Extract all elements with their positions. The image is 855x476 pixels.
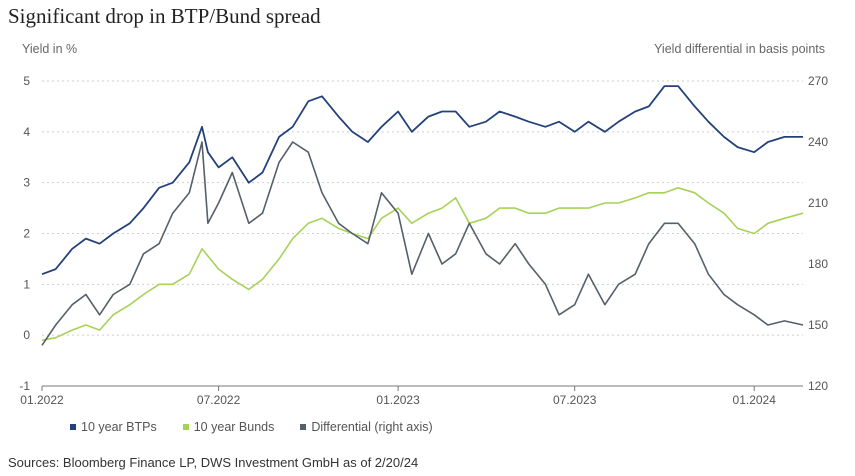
legend-item-btp: 10 year BTPs <box>70 420 157 434</box>
x-tick-label: 07.2022 <box>197 393 241 407</box>
x-tick-label: 07.2023 <box>553 393 597 407</box>
y2-tick-label: 270 <box>808 74 828 88</box>
series-lines <box>41 85 804 346</box>
legend-label-bund: 10 year Bunds <box>193 420 275 434</box>
y-tick-label: 3 <box>23 176 30 190</box>
y2-tick-label: 120 <box>808 379 828 393</box>
y-tick-label: 4 <box>23 125 30 139</box>
y2-tick-label: 180 <box>808 257 828 271</box>
legend-swatch-btp <box>70 424 76 430</box>
y-tick-label: 2 <box>23 227 30 241</box>
x-tick-label: 01.2022 <box>20 393 64 407</box>
y-tick-label: -1 <box>19 379 30 393</box>
left-axis-label: Yield in % <box>22 42 78 56</box>
legend-item-diff: Differential (right axis) <box>300 420 433 434</box>
axes: -1 0 1 2 3 4 5 120 150 180 210 240 270 01.2022 07.2022… <box>19 74 828 407</box>
x-tick-label: 01.2024 <box>733 393 777 407</box>
legend-label-diff: Differential (right axis) <box>311 420 433 434</box>
source-note: Sources: Bloomberg Finance LP, DWS Inves… <box>8 455 419 470</box>
y2-tick-label: 240 <box>808 135 828 149</box>
y-tick-label: 0 <box>23 328 30 342</box>
series-line-differential <box>41 141 804 346</box>
series-line-btp <box>41 85 803 276</box>
right-axis-label: Yield differential in basis points <box>654 42 825 56</box>
y-tick-label: 1 <box>23 277 30 291</box>
legend-item-bund: 10 year Bunds <box>182 420 275 434</box>
y-tick-label: 5 <box>23 74 30 88</box>
legend: 10 year BTPs 10 year Bunds Differential … <box>70 420 433 434</box>
series-line-bund <box>41 187 804 342</box>
legend-label-btp: 10 year BTPs <box>81 420 157 434</box>
legend-swatch-bund <box>182 424 189 430</box>
y2-tick-label: 150 <box>808 318 828 332</box>
legend-swatch-diff <box>300 424 307 430</box>
x-tick-label: 01.2023 <box>376 393 420 407</box>
y2-tick-label: 210 <box>808 196 828 210</box>
grid-lines <box>42 80 803 336</box>
chart-title: Significant drop in BTP/Bund spread <box>8 4 321 28</box>
